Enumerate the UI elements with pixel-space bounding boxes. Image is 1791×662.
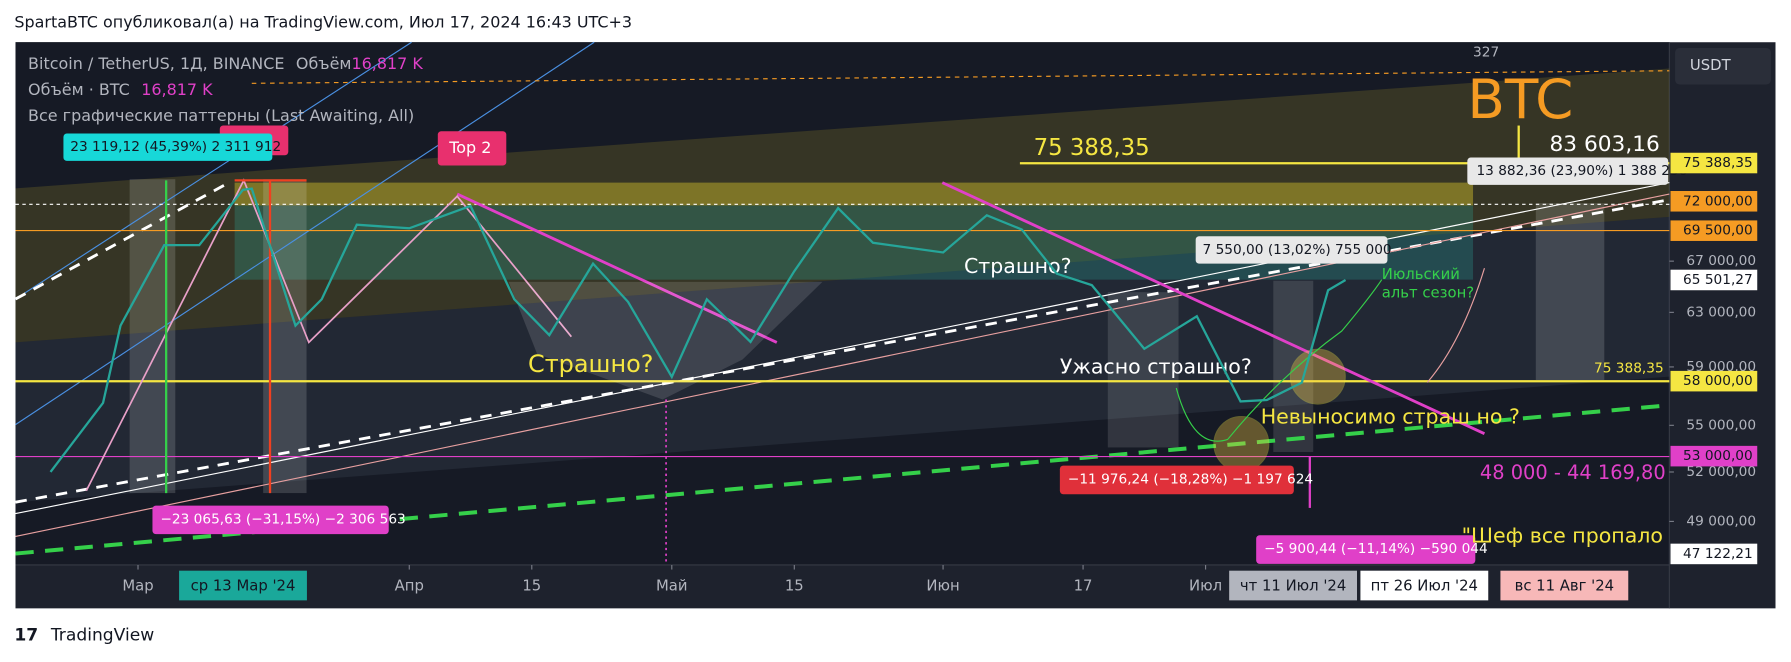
legend-volume-line-value: 16,817 K	[141, 80, 213, 99]
price-label-box	[1670, 220, 1758, 241]
currency-button[interactable]	[1675, 47, 1771, 85]
legend-symbol-name: Bitcoin / TetherUS, 1Д, BINANCE	[28, 53, 284, 72]
price-label-box	[1670, 370, 1758, 392]
annotation: −23 065,63 (−31,15%) −2 306 563	[160, 511, 405, 527]
time-label: пт 26 Июл '24	[1371, 578, 1478, 595]
legend-volume: Объём	[296, 53, 352, 72]
price-label-box	[1670, 191, 1758, 212]
measure-box	[1467, 157, 1669, 185]
annotation: альт сезон?	[1382, 284, 1474, 301]
time-label: 15	[785, 578, 804, 595]
annotation: 23 119,12 (45,39%) 2 311 912	[70, 139, 281, 155]
measure-box	[1059, 465, 1294, 495]
time-label: 17	[1074, 578, 1093, 595]
price-tick-label: 55 000,00	[1686, 417, 1756, 433]
annotation: 83 603,16	[1550, 132, 1660, 157]
annotations: 327 BTC 83 603,16 75 388,35 13 882,36 (2…	[63, 45, 1687, 564]
time-label: Июл	[1189, 578, 1222, 595]
annotation: BTC	[1467, 67, 1573, 131]
time-label-box	[1360, 570, 1489, 601]
time-label: Июн	[926, 578, 959, 595]
legend-symbol: Bitcoin / TetherUS, 1Д, BINANCE Объём16,8…	[28, 53, 423, 72]
price-label: 75 388,35	[1683, 155, 1753, 171]
price-tick-label: 63 000,00	[1686, 304, 1756, 320]
price-line	[49, 187, 1347, 473]
measure-box	[1256, 535, 1476, 564]
drawings	[14, 41, 1670, 565]
currency[interactable]: USDT	[1690, 57, 1732, 74]
time-label-box	[179, 570, 307, 601]
annotation: Страшно?	[964, 254, 1072, 278]
annotation: −5 900,44 (−11,14%) −590 044	[1264, 541, 1488, 557]
annotation: 327	[1473, 45, 1499, 61]
annotation: Страшно?	[528, 350, 654, 378]
label-box	[437, 131, 507, 166]
time-label-box	[1500, 570, 1629, 601]
annotation: Невыносимо страш но ?	[1261, 405, 1520, 429]
price-label-box	[1670, 445, 1758, 467]
measure-box	[152, 505, 389, 535]
price-label: 47 122,21	[1683, 546, 1753, 562]
annotation: Top 2	[448, 138, 491, 157]
price-label: 58 000,00	[1683, 373, 1753, 389]
legend-patterns: Все графические паттерны (Last Awaiting,…	[28, 106, 414, 125]
price-label-box	[1670, 152, 1758, 174]
annotation: −11 976,24 (−18,28%) −1 197 624	[1068, 471, 1313, 487]
measure-box	[1195, 236, 1388, 264]
footer-logo-icon: 17	[14, 626, 38, 646]
time-label: Апр	[395, 578, 424, 595]
header: SpartaBTC опубликовал(а) на TradingView.…	[14, 12, 632, 31]
plot-area	[15, 42, 1670, 565]
time-label: 15	[522, 578, 541, 595]
annotation: 48 000 - 44 169,80	[1480, 461, 1666, 484]
annotation: "Шеф все пропало	[1462, 523, 1663, 547]
price-tick-label: 49 000,00	[1686, 513, 1756, 529]
footer-logo: TradingView	[50, 626, 154, 646]
time-label: чт 11 Июл '24	[1240, 578, 1346, 595]
time-label: ср 13 Мар '24	[191, 578, 296, 595]
annotation: 13 882,36 (23,90%) 1 388 236	[1476, 163, 1687, 179]
annotation: Июльский	[1382, 266, 1460, 283]
legend-volume-value: 16,817 K	[351, 53, 423, 72]
price-label: 65 501,27	[1683, 272, 1753, 288]
time-label-box	[1229, 570, 1357, 601]
annotation: 75 388,35	[1594, 361, 1664, 377]
legend-volume-label: Объём · BTC	[28, 80, 130, 99]
price-label: 69 500,00	[1683, 223, 1753, 239]
time-label: вс 11 Авг '24	[1515, 578, 1615, 595]
annotation: 7 550,00 (13,02%) 755 000	[1203, 242, 1392, 258]
price-tick-label: 52 000,00	[1686, 464, 1756, 480]
time-label: Май	[656, 578, 688, 595]
price-label-box	[1670, 543, 1758, 565]
price-label: 53 000,00	[1683, 448, 1753, 464]
price-tick-label: 67 000,00	[1686, 253, 1756, 269]
price-label: 72 000,00	[1683, 193, 1753, 209]
measure-box	[63, 133, 273, 161]
time-label: Мар	[122, 578, 153, 595]
price-label-box	[1670, 269, 1758, 291]
legend-volume-line: Объём · BTC 16,817 K	[28, 80, 213, 99]
annotation: 75 388,35	[1034, 135, 1150, 161]
